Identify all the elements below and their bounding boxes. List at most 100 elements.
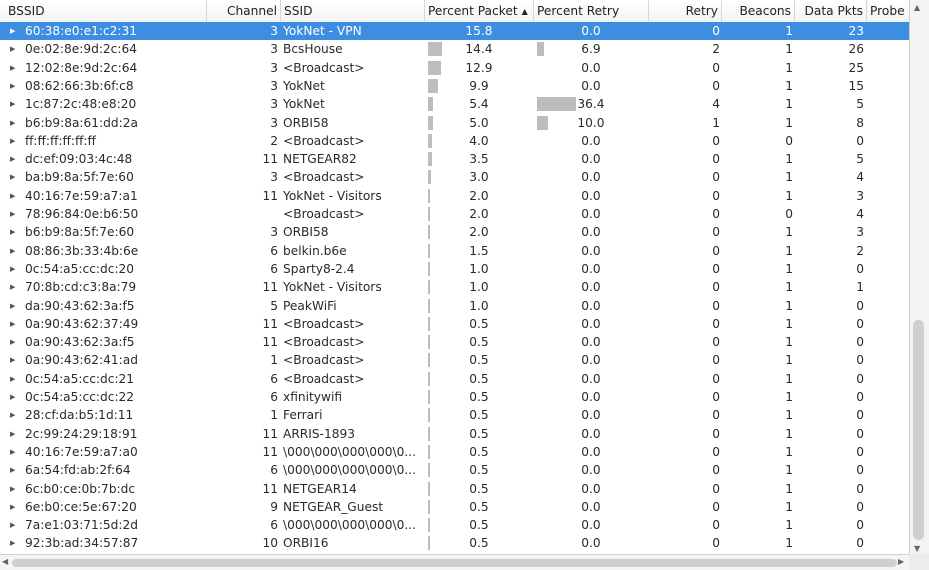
column-header-bssid[interactable]: BSSID bbox=[0, 0, 207, 22]
vertical-scroll-thumb[interactable] bbox=[913, 320, 924, 540]
percent-packet-cell: 15.8 bbox=[426, 22, 532, 40]
expand-row-icon[interactable]: ▶ bbox=[10, 173, 16, 182]
expand-row-icon[interactable]: ▶ bbox=[10, 521, 16, 530]
channel-cell: 2 bbox=[270, 133, 278, 148]
column-header-ssid[interactable]: SSID bbox=[281, 0, 425, 22]
scroll-up-arrow-icon[interactable]: ▲ bbox=[914, 3, 921, 12]
percent-retry-cell-value: 0.0 bbox=[581, 133, 601, 148]
expand-row-icon[interactable]: ▶ bbox=[10, 466, 16, 475]
expand-row-icon[interactable]: ▶ bbox=[10, 264, 16, 273]
table-row[interactable]: ▶ 0c:54:a5:cc:dc:20 6 Sparty8-2.4 1.0 0.0 0 1 0 bbox=[0, 260, 909, 278]
expand-row-icon[interactable]: ▶ bbox=[10, 136, 16, 145]
table-row[interactable]: ▶ 6e:b0:ce:5e:67:20 9 NETGEAR_Guest 0.5 0.0 0 1… bbox=[0, 498, 909, 516]
expand-row-icon[interactable]: ▶ bbox=[10, 155, 16, 164]
table-row[interactable]: ▶ 08:86:3b:33:4b:6e 6 belkin.b6e 1.5 0.0 0 1 2 bbox=[0, 242, 909, 260]
expand-row-icon[interactable]: ▶ bbox=[10, 447, 16, 456]
data-pkts-cell: 23 bbox=[848, 24, 864, 38]
table-row[interactable]: ▶ 0a:90:43:62:37:49 11 <Broadcast> 0.5 0.0 0 1 0 bbox=[0, 315, 909, 333]
percent-retry-cell-value: 0.0 bbox=[581, 243, 601, 258]
percent-packet-cell-value: 1.0 bbox=[469, 298, 489, 313]
table-row[interactable]: ▶ dc:ef:09:03:4c:48 11 NETGEAR82 3.5 0.0 0 1 5 bbox=[0, 150, 909, 168]
ssid-cell: <Broadcast> bbox=[283, 335, 365, 350]
data-pkts-cell: 3 bbox=[856, 225, 864, 240]
table-row[interactable]: ▶ 70:8b:cd:c3:8a:79 11 YokNet - Visitors 1.0… bbox=[0, 278, 909, 296]
expand-row-icon[interactable]: ▶ bbox=[10, 27, 16, 35]
column-header-channel[interactable]: Channel bbox=[207, 0, 281, 22]
table-row[interactable]: ▶ da:90:43:62:3a:f5 5 PeakWiFi 1.0 0.0 0 1 0 bbox=[0, 297, 909, 315]
expand-row-icon[interactable]: ▶ bbox=[10, 191, 16, 200]
table-row[interactable]: ▶ b6:b9:8a:5f:7e:60 3 ORBI58 2.0 0.0 0 1 3 bbox=[0, 223, 909, 241]
retry-cell: 0 bbox=[712, 24, 720, 38]
expand-row-icon[interactable]: ▶ bbox=[10, 356, 16, 365]
scroll-right-arrow-icon[interactable]: ▶ bbox=[898, 557, 905, 566]
percent-retry-cell: 0.0 bbox=[535, 77, 647, 95]
expand-row-icon[interactable]: ▶ bbox=[10, 210, 16, 218]
column-header-percent-packet[interactable]: Percent Packet ▲ bbox=[425, 0, 534, 22]
table-row[interactable]: ▶ b6:b9:8a:61:dd:2a 3 ORBI58 5.0 10.0 1 1 8 bbox=[0, 114, 909, 132]
expand-row-icon[interactable]: ▶ bbox=[10, 429, 16, 438]
column-header-percent-retry[interactable]: Percent Retry bbox=[534, 0, 649, 22]
expand-row-icon[interactable]: ▶ bbox=[10, 301, 16, 310]
percent-retry-cell-value: 0.0 bbox=[581, 60, 601, 75]
percent-packet-cell: 3.5 bbox=[426, 150, 532, 168]
percent-packet-cell-value: 0.5 bbox=[469, 444, 489, 459]
expand-row-icon[interactable]: ▶ bbox=[10, 411, 16, 420]
table-row[interactable]: ▶ 28:cf:da:b5:1d:11 1 Ferrari 0.5 0.0 0 1 0 bbox=[0, 406, 909, 424]
table-row[interactable]: ▶ 60:38:e0:e1:c2:31 3 YokNet - VPN 15.8 0.0 0 1… bbox=[0, 22, 909, 41]
table-row[interactable]: ▶ 0c:54:a5:cc:dc:21 6 <Broadcast> 0.5 0.0 0 1 0 bbox=[0, 370, 909, 388]
expand-row-icon[interactable]: ▶ bbox=[10, 283, 16, 292]
ssid-cell: YokNet - Visitors bbox=[283, 188, 382, 203]
retry-cell: 0 bbox=[712, 225, 720, 240]
expand-row-icon[interactable]: ▶ bbox=[10, 81, 16, 90]
expand-row-icon[interactable]: ▶ bbox=[10, 228, 16, 237]
beacons-cell: 1 bbox=[785, 408, 793, 423]
percent-packet-cell-bar bbox=[428, 335, 430, 350]
table-row[interactable]: ▶ 40:16:7e:59:a7:a1 11 YokNet - Visitors 2.0… bbox=[0, 187, 909, 205]
expand-row-icon[interactable]: ▶ bbox=[10, 63, 16, 72]
percent-retry-cell: 0.0 bbox=[535, 443, 647, 461]
table-row[interactable]: ▶ 08:62:66:3b:6f:c8 3 YokNet 9.9 0.0 0 1 15 bbox=[0, 77, 909, 95]
table-row[interactable]: ▶ 0e:02:8e:9d:2c:64 3 BcsHouse 14.4 6.9 2 1 26 bbox=[0, 40, 909, 58]
table-row[interactable]: ▶ 40:16:7e:59:a7:a0 11 \000\000\000\000\0..… bbox=[0, 443, 909, 461]
expand-row-icon[interactable]: ▶ bbox=[10, 484, 16, 493]
table-row[interactable]: ▶ 1c:87:2c:48:e8:20 3 YokNet 5.4 36.4 4 1 5 bbox=[0, 95, 909, 113]
table-row[interactable]: ▶ 0c:54:a5:cc:dc:22 6 xfinitywifi 0.5 0.0 0 1 0 bbox=[0, 388, 909, 406]
percent-packet-cell: 0.5 bbox=[426, 443, 532, 461]
expand-row-icon[interactable]: ▶ bbox=[10, 118, 16, 127]
column-header-retry[interactable]: Retry bbox=[649, 0, 722, 22]
table-row[interactable]: ▶ 0a:90:43:62:3a:f5 11 <Broadcast> 0.5 0.0 0 1 0 bbox=[0, 333, 909, 351]
column-header-probe[interactable]: Probe bbox=[870, 4, 905, 18]
expand-row-icon[interactable]: ▶ bbox=[10, 45, 16, 54]
table-row[interactable]: ▶ ff:ff:ff:ff:ff:ff 2 <Broadcast> 4.0 0.0 0 0 0 bbox=[0, 132, 909, 150]
horizontal-scrollbar[interactable]: ◀ ▶ bbox=[0, 554, 909, 570]
data-pkts-cell: 0 bbox=[856, 499, 864, 514]
ssid-cell: <Broadcast> bbox=[283, 316, 365, 331]
column-header-beacons[interactable]: Beacons bbox=[722, 0, 795, 22]
scroll-left-arrow-icon[interactable]: ◀ bbox=[2, 557, 9, 566]
percent-retry-cell-value: 0.0 bbox=[581, 390, 601, 404]
expand-row-icon[interactable]: ▶ bbox=[10, 319, 16, 328]
table-row[interactable]: ▶ 2c:99:24:29:18:91 11 ARRIS-1893 0.5 0.0 0 1 0 bbox=[0, 425, 909, 443]
table-row[interactable]: ▶ 6a:54:fd:ab:2f:64 6 \000\000\000\000\0...… bbox=[0, 461, 909, 479]
horizontal-scroll-thumb[interactable] bbox=[12, 559, 897, 567]
expand-row-icon[interactable]: ▶ bbox=[10, 539, 16, 548]
table-row[interactable]: ▶ ba:b9:8a:5f:7e:60 3 <Broadcast> 3.0 0.0 0 1 4 bbox=[0, 168, 909, 186]
vertical-scrollbar[interactable]: ▲ ▼ bbox=[909, 0, 929, 554]
table-row[interactable]: ▶ 0a:90:43:62:41:ad 1 <Broadcast> 0.5 0.0 0 1 0 bbox=[0, 351, 909, 369]
expand-row-icon[interactable]: ▶ bbox=[10, 502, 16, 511]
expand-row-icon[interactable]: ▶ bbox=[10, 338, 16, 347]
expand-row-icon[interactable]: ▶ bbox=[10, 374, 16, 383]
percent-retry-cell-value: 6.9 bbox=[581, 42, 601, 57]
table-row[interactable]: ▶ 12:02:8e:9d:2c:64 3 <Broadcast> 12.9 0.0 0 1 2… bbox=[0, 59, 909, 77]
table-row[interactable]: ▶ 92:3b:ad:34:57:87 10 ORBI16 0.5 0.0 0 1 0 bbox=[0, 534, 909, 552]
table-row[interactable]: ▶ 6c:b0:ce:0b:7b:dc 11 NETGEAR14 0.5 0.0 0 1 0 bbox=[0, 480, 909, 498]
column-header-data-pkts[interactable]: Data Pkts bbox=[795, 0, 867, 22]
channel-cell: 11 bbox=[262, 426, 278, 441]
table-row[interactable]: ▶ 78:96:84:0e:b6:50 <Broadcast> 2.0 0.0 0 0 4 bbox=[0, 205, 909, 223]
percent-retry-cell-value: 0.0 bbox=[581, 426, 601, 441]
expand-row-icon[interactable]: ▶ bbox=[10, 100, 16, 109]
expand-row-icon[interactable]: ▶ bbox=[10, 393, 16, 401]
expand-row-icon[interactable]: ▶ bbox=[10, 246, 16, 255]
table-row[interactable]: ▶ 7a:e1:03:71:5d:2d 6 \000\000\000\000\0...… bbox=[0, 516, 909, 534]
scroll-down-arrow-icon[interactable]: ▼ bbox=[914, 544, 921, 553]
